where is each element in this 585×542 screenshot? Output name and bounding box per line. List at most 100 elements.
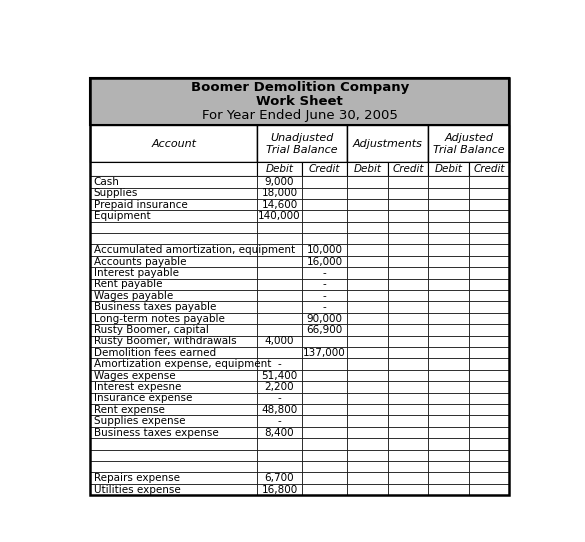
Bar	[428, 473, 469, 484]
Bar	[347, 279, 387, 290]
Bar	[387, 313, 428, 324]
Bar	[428, 313, 469, 324]
Text: 10,000: 10,000	[307, 245, 342, 255]
Bar	[428, 324, 469, 335]
Bar	[428, 301, 469, 313]
Text: Credit: Credit	[473, 164, 505, 174]
Text: Supplies: Supplies	[94, 188, 138, 198]
Bar	[257, 427, 302, 438]
Bar	[257, 125, 347, 162]
Bar	[257, 324, 302, 335]
Bar	[90, 313, 257, 324]
Bar	[469, 279, 510, 290]
Bar	[469, 210, 510, 222]
Bar	[90, 125, 257, 162]
Text: Business taxes expense: Business taxes expense	[94, 428, 218, 437]
Text: Repairs expense: Repairs expense	[94, 473, 180, 483]
Bar	[347, 199, 387, 210]
Bar	[428, 484, 469, 495]
Bar	[302, 370, 347, 381]
Bar	[347, 461, 387, 473]
Bar	[90, 461, 257, 473]
Bar	[257, 461, 302, 473]
Bar	[90, 233, 257, 244]
Bar	[90, 381, 257, 392]
Bar	[469, 450, 510, 461]
Bar	[387, 404, 428, 415]
Text: -: -	[278, 359, 281, 369]
Text: 16,000: 16,000	[307, 256, 343, 267]
Bar	[90, 162, 257, 176]
Bar	[387, 392, 428, 404]
Bar	[347, 381, 387, 392]
Bar	[387, 427, 428, 438]
Bar	[469, 233, 510, 244]
Bar	[302, 256, 347, 267]
Bar	[387, 381, 428, 392]
Text: Accounts payable: Accounts payable	[94, 256, 186, 267]
Text: 18,000: 18,000	[261, 188, 298, 198]
Text: Prepaid insurance: Prepaid insurance	[94, 199, 187, 210]
Bar	[469, 381, 510, 392]
Bar	[90, 347, 257, 358]
Bar	[257, 279, 302, 290]
Bar	[347, 188, 387, 199]
Bar	[387, 162, 428, 176]
Bar	[257, 392, 302, 404]
Bar	[387, 335, 428, 347]
Text: Rusty Boomer, withdrawals: Rusty Boomer, withdrawals	[94, 337, 236, 346]
Bar	[387, 176, 428, 188]
Bar	[428, 162, 469, 176]
Bar	[302, 162, 347, 176]
Bar	[302, 347, 347, 358]
Bar	[90, 324, 257, 335]
Bar	[347, 267, 387, 279]
Text: -: -	[322, 302, 326, 312]
Text: Debit: Debit	[266, 164, 294, 174]
Bar	[347, 347, 387, 358]
Bar	[387, 222, 428, 233]
Bar	[257, 450, 302, 461]
Text: -: -	[278, 393, 281, 403]
Bar	[90, 244, 257, 256]
Bar	[90, 188, 257, 199]
Text: Amortization expense, equipment: Amortization expense, equipment	[94, 359, 271, 369]
Bar	[387, 347, 428, 358]
Text: Adjustments: Adjustments	[353, 139, 422, 149]
Text: Rusty Boomer, capital: Rusty Boomer, capital	[94, 325, 208, 335]
Bar	[302, 450, 347, 461]
Bar	[428, 244, 469, 256]
Bar	[387, 461, 428, 473]
Text: Accumulated amortization, equipment: Accumulated amortization, equipment	[94, 245, 295, 255]
Bar	[90, 335, 257, 347]
Bar	[257, 404, 302, 415]
Bar	[469, 438, 510, 450]
Bar	[428, 256, 469, 267]
Bar	[347, 313, 387, 324]
Bar	[302, 313, 347, 324]
Bar	[302, 188, 347, 199]
Bar	[90, 279, 257, 290]
Bar	[302, 473, 347, 484]
Bar	[302, 244, 347, 256]
Bar	[428, 188, 469, 199]
Text: 2,200: 2,200	[264, 382, 294, 392]
Bar	[387, 301, 428, 313]
Bar	[387, 233, 428, 244]
Bar	[469, 404, 510, 415]
Bar	[428, 450, 469, 461]
Bar	[347, 290, 387, 301]
Bar	[257, 358, 302, 370]
Bar	[428, 267, 469, 279]
Text: Unadjusted
Trial Balance: Unadjusted Trial Balance	[266, 133, 338, 154]
Bar	[90, 358, 257, 370]
Bar	[257, 176, 302, 188]
Bar	[428, 125, 510, 162]
Bar	[90, 210, 257, 222]
Text: 140,000: 140,000	[258, 211, 301, 221]
Bar	[469, 484, 510, 495]
Bar	[90, 256, 257, 267]
Bar	[302, 484, 347, 495]
Bar	[347, 210, 387, 222]
Bar	[387, 199, 428, 210]
